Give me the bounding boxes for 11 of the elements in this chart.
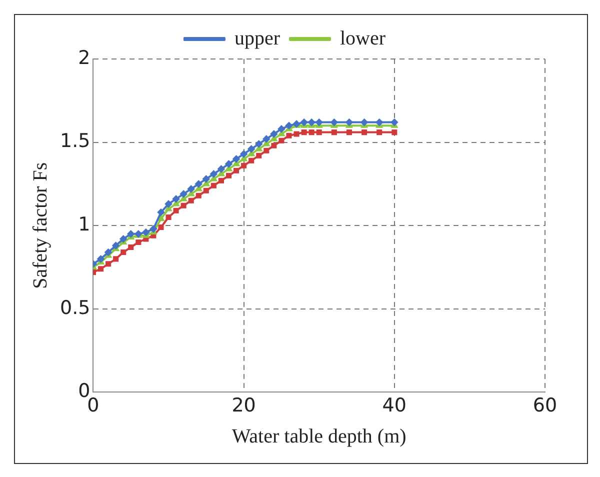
x-tick-label: 40 (382, 394, 406, 417)
y-tick-label: 1.5 (60, 130, 90, 152)
y-axis-title: Safety factor Fs (29, 162, 52, 289)
x-axis-title: Water table depth (m) (232, 425, 406, 448)
y-tick-label: 0.5 (60, 296, 90, 319)
legend-label: upper (234, 27, 280, 50)
x-tick-label: 20 (232, 394, 256, 417)
y-tick-label: 2 (78, 46, 90, 69)
x-tick-label: 60 (532, 394, 558, 417)
legend-label: lower (340, 27, 386, 50)
y-tick-label: 1 (78, 214, 90, 236)
